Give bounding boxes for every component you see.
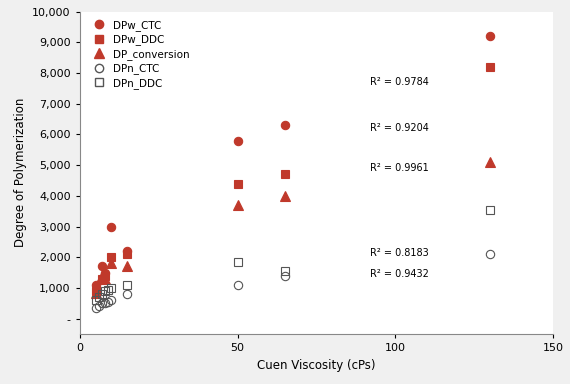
Line: DPw_DDC: DPw_DDC (91, 63, 494, 295)
DPw_DDC (99, 276, 105, 281)
Line: DPw_CTC: DPw_CTC (91, 32, 494, 289)
DPw_CTC (282, 123, 288, 127)
Line: DP_conversion: DP_conversion (91, 157, 495, 298)
DPn_DDC (486, 207, 493, 212)
DP_conversion (108, 261, 115, 266)
DPw_CTC (124, 249, 131, 253)
DPn_DDC (282, 269, 288, 273)
DPn_CTC (92, 306, 99, 310)
DPn_CTC (95, 304, 102, 309)
DP_conversion (234, 203, 241, 207)
DPw_DDC (486, 65, 493, 69)
Text: R² = 0.9204: R² = 0.9204 (370, 123, 429, 133)
DPw_DDC (108, 255, 115, 260)
Text: R² = 0.9961: R² = 0.9961 (370, 163, 429, 173)
DP_conversion (124, 264, 131, 269)
DPn_CTC (99, 301, 105, 306)
DP_conversion (101, 276, 108, 281)
DPn_DDC (92, 298, 99, 303)
DPw_CTC (486, 34, 493, 38)
DPw_CTC (99, 264, 105, 269)
DPw_CTC (101, 270, 108, 275)
DPn_CTC (101, 301, 108, 306)
DPw_CTC (108, 224, 115, 229)
DPw_DDC (234, 181, 241, 186)
DPn_CTC (124, 292, 131, 296)
DPn_CTC (282, 273, 288, 278)
Y-axis label: Degree of Polymerization: Degree of Polymerization (14, 98, 27, 247)
Line: DPn_CTC: DPn_CTC (91, 250, 494, 312)
DPw_CTC (234, 138, 241, 143)
DPw_DDC (282, 172, 288, 177)
DP_conversion (99, 273, 105, 278)
Text: R² = 0.8183: R² = 0.8183 (370, 248, 429, 258)
DPw_DDC (101, 273, 108, 278)
DPn_DDC (105, 287, 112, 292)
DP_conversion (486, 160, 493, 164)
DPn_DDC (108, 286, 115, 290)
DPw_DDC (124, 252, 131, 257)
Line: DPn_DDC: DPn_DDC (91, 205, 494, 305)
DPw_CTC (92, 283, 99, 287)
DPn_DDC (124, 283, 131, 287)
DP_conversion (92, 290, 99, 295)
DPn_DDC (234, 260, 241, 264)
Legend: DPw_CTC, DPw_DDC, DP_conversion, DPn_CTC, DPn_DDC: DPw_CTC, DPw_DDC, DP_conversion, DPn_CTC… (85, 17, 193, 92)
Text: R² = 0.9784: R² = 0.9784 (370, 77, 429, 87)
DPn_DDC (99, 292, 105, 296)
DPn_CTC (108, 298, 115, 303)
X-axis label: Cuen Viscosity (cPs): Cuen Viscosity (cPs) (257, 359, 376, 372)
DP_conversion (282, 194, 288, 198)
DPn_CTC (486, 252, 493, 257)
DPn_DDC (95, 295, 102, 300)
Text: R² = 0.9432: R² = 0.9432 (370, 269, 429, 279)
DPn_CTC (105, 300, 112, 304)
DPn_CTC (234, 283, 241, 287)
DPn_DDC (101, 289, 108, 293)
DPw_DDC (92, 289, 99, 293)
